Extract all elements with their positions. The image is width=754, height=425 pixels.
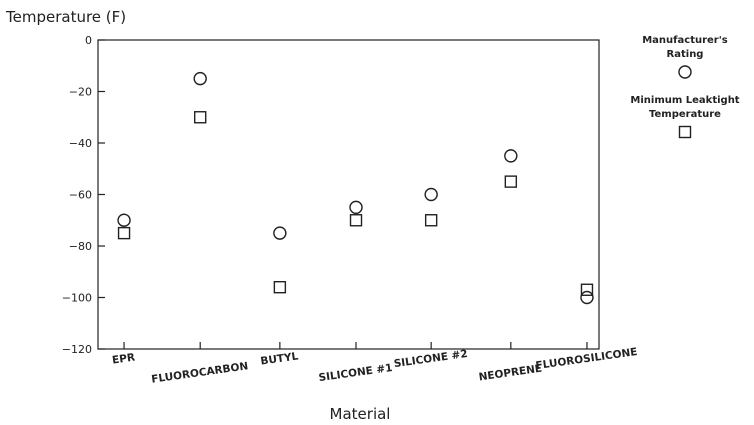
circle-marker-icon: [678, 65, 692, 79]
y-tick-label: −100: [62, 292, 92, 305]
leaktight-point: [424, 214, 438, 227]
leaktight-point: [273, 281, 287, 294]
rating-point: [349, 200, 363, 215]
y-axis-label: Temperature (F): [5, 8, 126, 26]
y-tick-label: −80: [69, 240, 92, 253]
rating-point: [580, 290, 594, 305]
x-tick-label: NEOPRENE: [478, 363, 543, 384]
y-tick-label: −120: [62, 343, 92, 356]
rating-point: [424, 187, 438, 202]
x-tick-label: SILICONE #1: [318, 362, 393, 384]
y-axis: 0 −20 −40 −60 −80 −100 −120: [62, 34, 105, 356]
x-tick-label: BUTYL: [260, 350, 300, 367]
x-tick-label: FLUOROSILICONE: [535, 346, 638, 372]
legend-label-rating: Manufacturer's Rating: [642, 35, 728, 60]
x-axis-label: Material: [330, 405, 391, 423]
leaktight-point: [194, 111, 207, 124]
rating-point: [504, 149, 518, 163]
leaktight-point: [117, 226, 131, 240]
y-tick-label: −40: [69, 137, 92, 150]
y-tick-label: 0: [85, 34, 92, 47]
plot-frame: [97, 39, 600, 350]
x-tick-label: FLUOROCARBON: [151, 360, 249, 385]
legend-item-rating: Manufacturer's Rating: [600, 34, 754, 80]
y-tick-label: −20: [69, 86, 92, 99]
y-tick-label: −60: [69, 189, 92, 202]
leaktight-point: [349, 214, 363, 227]
legend-item-leaktight: Minimum Leaktight Temperature: [600, 94, 754, 140]
x-tick-label: EPR: [111, 351, 135, 366]
data-points: [117, 71, 594, 305]
rating-point: [193, 71, 207, 86]
x-tick-label: SILICONE #2: [393, 348, 468, 370]
square-marker-icon: [678, 125, 692, 139]
leaktight-point: [504, 175, 518, 188]
rating-point: [117, 213, 131, 227]
legend-label-leaktight: Minimum Leaktight Temperature: [630, 95, 740, 120]
rating-point: [273, 226, 287, 240]
leaktight-point: [580, 283, 594, 296]
